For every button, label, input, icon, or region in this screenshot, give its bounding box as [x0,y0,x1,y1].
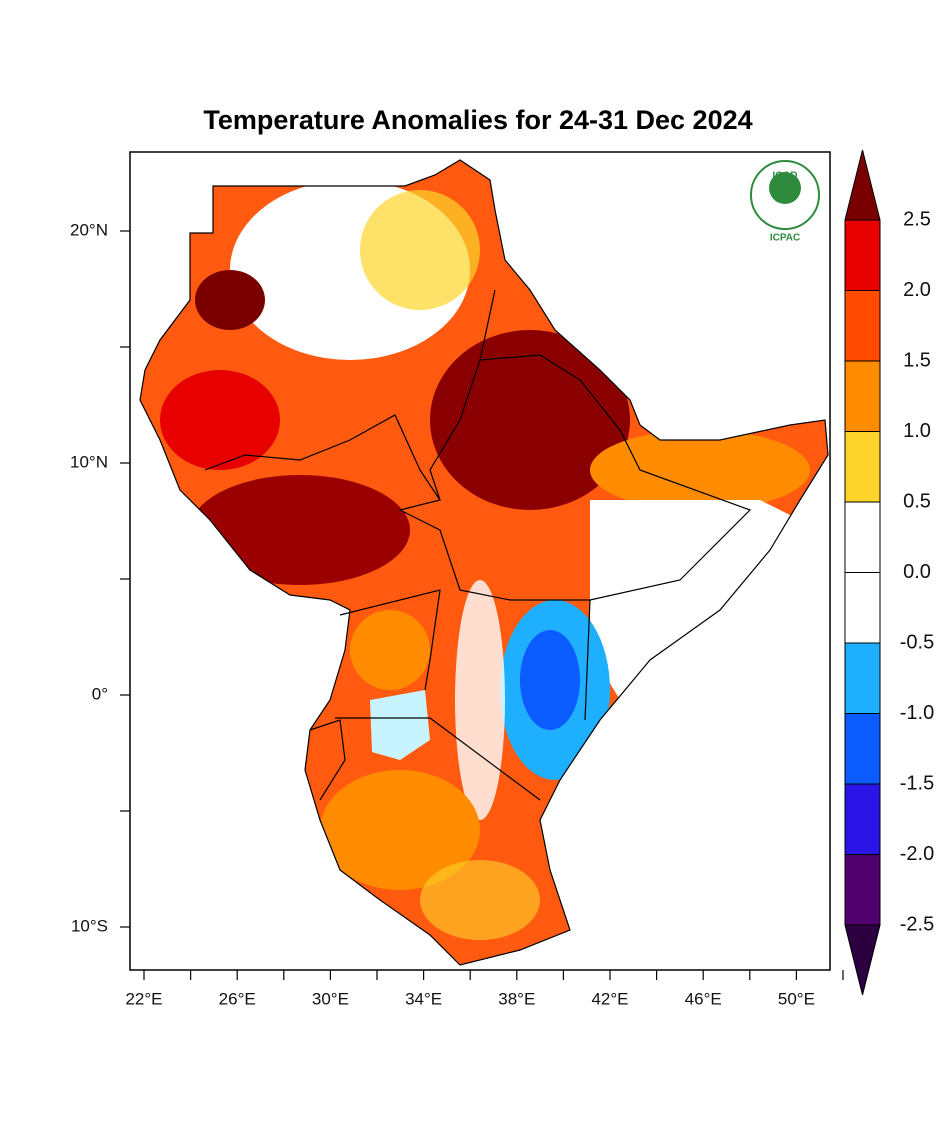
x-tick-label: 30°E [312,989,349,1008]
x-tick-label: 50°E [778,989,815,1008]
x-tick-label: 42°E [591,989,628,1008]
colorbar-label: -1.5 [900,772,934,794]
colorbar-bin [844,360,881,432]
colorbar-label: 1.0 [903,420,931,442]
logo: IGAD ICPAC [750,160,820,244]
colorbar-bin [844,219,881,291]
colorbar-label: 0.5 [903,490,931,512]
x-tick-label: 22°E [125,989,162,1008]
colorbar-label: -1.0 [900,702,934,724]
y-tick-label: 10°S [71,916,108,935]
borders [204,289,752,801]
colorbar-label: -0.5 [900,631,934,653]
colorbar-bin [844,713,881,785]
y-tick-label: 0° [92,684,108,703]
colorbar-label: 2.0 [903,279,931,301]
colorbar-bin [844,501,881,573]
logo-top: IGAD [773,171,798,182]
y-tick-label: 10°N [70,452,108,471]
colorbar-bin [844,854,881,926]
x-tick-label: 46°E [685,989,722,1008]
logo-bottom: ICPAC [770,233,800,244]
map-frame [129,151,831,971]
x-tick-label: 26°E [219,989,256,1008]
colorbar-bin [844,642,881,714]
colorbar-label: 1.5 [903,349,931,371]
colorbar-label: -2.5 [900,913,934,935]
colorbar-label: 2.5 [903,208,931,230]
colorbar-bin [844,290,881,362]
colorbar-bin [844,783,881,855]
anomaly-field [140,160,828,965]
colorbar-label: -2.0 [900,843,934,865]
colorbar-arrow-top [844,149,881,221]
colorbar-bin [844,431,881,503]
colorbar-arrow-bottom [844,924,881,996]
map-title: Temperature Anomalies for 24-31 Dec 2024 [203,105,752,135]
colorbar-bin [844,572,881,644]
colorbar-label: 0.0 [903,561,931,583]
x-tick-label: 34°E [405,989,442,1008]
y-tick-label: 20°N [70,220,108,239]
x-tick-label: 38°E [498,989,535,1008]
